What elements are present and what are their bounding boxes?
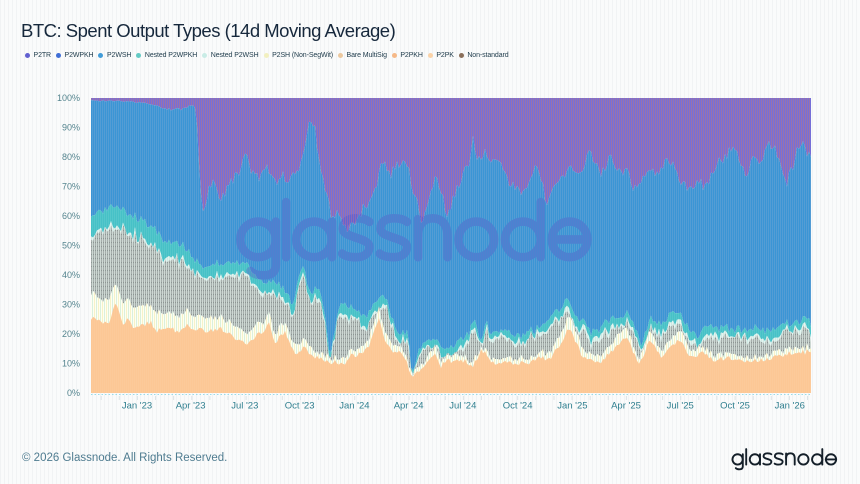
- svg-text:80%: 80%: [62, 152, 80, 162]
- svg-text:Apr '25: Apr '25: [611, 401, 641, 412]
- svg-text:70%: 70%: [62, 182, 80, 192]
- svg-text:90%: 90%: [62, 123, 80, 133]
- svg-text:30%: 30%: [62, 300, 80, 310]
- svg-text:Jan '26: Jan '26: [775, 401, 805, 412]
- svg-text:Apr '24: Apr '24: [394, 401, 424, 412]
- svg-text:Jan '24: Jan '24: [339, 401, 369, 412]
- svg-text:60%: 60%: [62, 211, 80, 221]
- svg-text:Jan '23: Jan '23: [122, 401, 152, 412]
- svg-text:40%: 40%: [62, 270, 80, 280]
- svg-text:Jul '25: Jul '25: [667, 401, 694, 412]
- svg-text:100%: 100%: [57, 93, 80, 103]
- svg-text:Jan '25: Jan '25: [557, 401, 587, 412]
- svg-text:10%: 10%: [62, 359, 80, 369]
- svg-text:Apr '23: Apr '23: [176, 401, 206, 412]
- svg-text:Jul '24: Jul '24: [449, 401, 476, 412]
- svg-text:50%: 50%: [62, 241, 80, 251]
- svg-text:Oct '25: Oct '25: [720, 401, 750, 412]
- svg-text:Oct '23: Oct '23: [285, 401, 315, 412]
- svg-text:Oct '24: Oct '24: [503, 401, 533, 412]
- svg-text:20%: 20%: [62, 329, 80, 339]
- svg-text:0%: 0%: [67, 388, 80, 398]
- svg-text:Jul '23: Jul '23: [231, 401, 258, 412]
